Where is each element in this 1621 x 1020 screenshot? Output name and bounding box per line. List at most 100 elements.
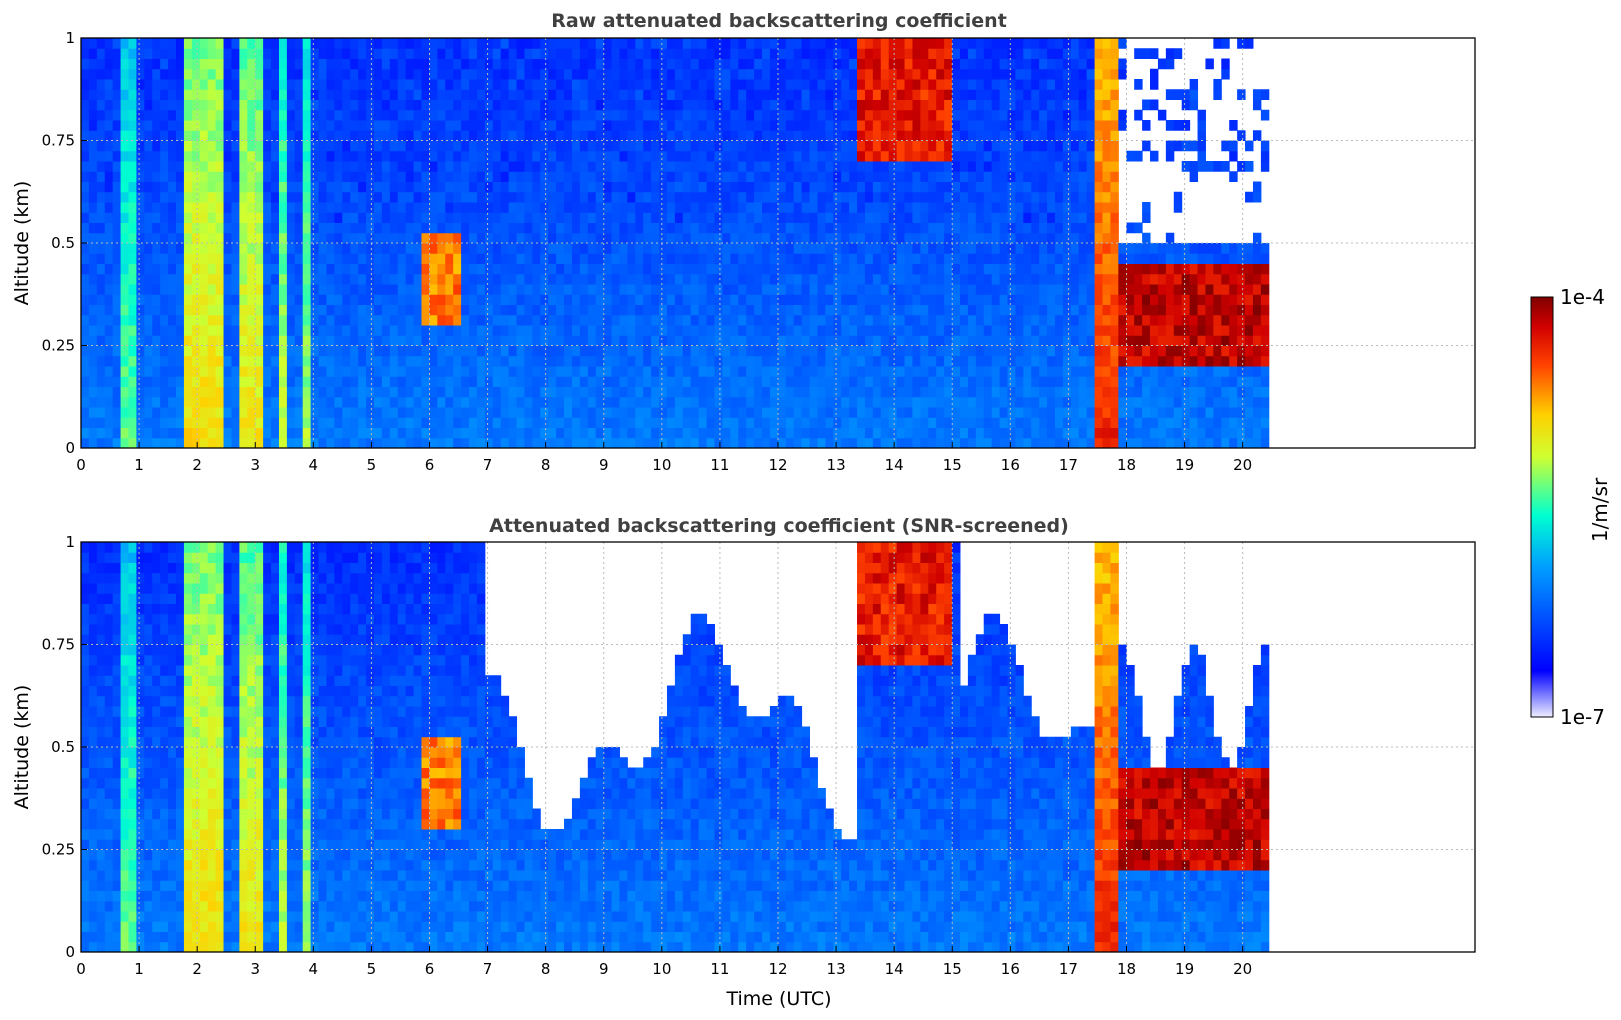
heatmap-cell [1031,366,1040,377]
heatmap-cell [793,79,803,90]
heatmap-cell [849,407,858,418]
heatmap-cell [96,437,106,449]
heatmap-cell [421,89,430,100]
heatmap-cell [247,212,256,223]
heatmap-cell [239,314,248,326]
heatmap-cell [556,284,565,295]
heatmap-cell [112,68,122,80]
heatmap-cell [825,150,834,162]
heatmap-cell [1039,355,1048,367]
heatmap-cell [611,222,620,234]
heatmap-cell [445,232,454,244]
heatmap-cell [350,79,359,90]
heatmap-cell [944,120,953,131]
heatmap-cell [983,407,993,418]
heatmap-cell [120,304,130,316]
heatmap-cell [461,253,470,264]
heatmap-cell [801,89,811,100]
heatmap-cell [183,437,193,449]
heatmap-cell [666,314,676,326]
heatmap-cell [651,130,660,141]
heatmap-cell [247,171,256,182]
heatmap-cell [532,253,541,264]
heatmap-cell [136,345,145,357]
heatmap-cell [381,427,391,439]
heatmap-cell [168,140,177,152]
heatmap-cell [1039,38,1048,49]
heatmap-cell [674,304,684,316]
heatmap-cell [255,48,264,59]
heatmap-cell [912,284,921,295]
heatmap-cell [397,243,407,254]
heatmap-cell [255,109,264,121]
heatmap-cell [207,150,217,162]
heatmap-cell [128,284,137,295]
heatmap-cell [191,150,201,162]
heatmap-cell [191,202,201,213]
heatmap-cell [231,284,240,295]
heatmap-cell [88,314,98,326]
heatmap-cell [326,263,335,275]
heatmap-cell [959,99,969,111]
heatmap-cell [223,89,232,100]
heatmap-cell [144,366,153,377]
heatmap-cell [603,130,613,141]
heatmap-cell [825,396,834,408]
heatmap-cell [991,427,1001,439]
heatmap-cell [96,38,106,49]
heatmap-cell [437,232,446,244]
heatmap-cell [944,366,953,377]
heatmap-cell [690,417,700,428]
heatmap-cell [358,38,367,49]
heatmap-cell [643,48,652,59]
heatmap-cell [445,386,454,398]
heatmap-cell [112,427,122,439]
heatmap-cell [801,253,811,264]
heatmap-cell [762,437,771,449]
heatmap-cell [1055,181,1064,193]
heatmap-cell [445,58,454,70]
heatmap-cell [809,140,818,152]
heatmap-cell [484,120,494,131]
heatmap-cell [746,89,755,100]
heatmap-cell [690,294,700,305]
heatmap-cell [833,273,842,285]
heatmap-cell [991,79,1001,90]
heatmap-cell [144,437,153,449]
heatmap-cell [437,130,446,141]
heatmap-cell [817,407,826,418]
heatmap-cell [619,253,628,264]
heatmap-cell [571,386,581,398]
heatmap-cell [1062,366,1072,377]
heatmap-cell [421,120,430,131]
heatmap-cell [81,273,90,285]
heatmap-cell [247,335,256,346]
heatmap-cell [920,38,929,49]
heatmap-cell [215,161,225,172]
heatmap-cell [413,150,423,162]
heatmap-cell [247,304,256,316]
heatmap-cell [231,232,240,244]
heatmap-cell [120,243,130,254]
heatmap-cell [405,263,415,275]
heatmap-cell [96,130,106,141]
heatmap-cell [389,212,399,223]
heatmap-cell [231,294,240,305]
heatmap-cell [373,120,383,131]
heatmap-cell [310,366,320,377]
heatmap-cell [96,212,106,223]
heatmap-cell [548,407,557,418]
heatmap-cell [548,120,557,131]
heatmap-cell [413,222,423,234]
heatmap-cell [176,335,185,346]
heatmap-cell [342,99,351,111]
heatmap-cell [548,79,557,90]
heatmap-cell [445,191,454,203]
heatmap-cell [334,232,343,244]
heatmap-cell [825,58,834,70]
heatmap-cell [191,325,201,336]
heatmap-cell [437,150,446,162]
heatmap-cell [1055,386,1064,398]
heatmap-cell [967,304,977,316]
heatmap-cell [674,161,684,172]
